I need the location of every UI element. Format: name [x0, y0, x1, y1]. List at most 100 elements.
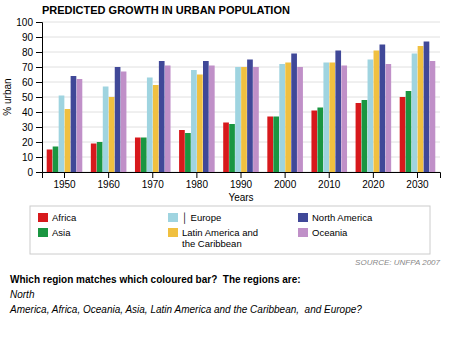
annotation: America, Africa, Oceania, Asia, Latin Am…: [9, 304, 362, 315]
axis-line: [43, 173, 441, 179]
legend-item: Oceania: [298, 227, 348, 238]
bar: [329, 63, 335, 173]
bar: [235, 67, 241, 172]
bar: [341, 66, 347, 173]
tick-label: 10: [22, 152, 34, 163]
tick-label: 1950: [53, 179, 76, 190]
legend-label: │ Europe: [182, 212, 221, 224]
bar: [59, 96, 65, 173]
bar: [147, 78, 153, 173]
tick-mark: [152, 172, 153, 178]
tick: 1970: [142, 172, 165, 190]
tick-mark: [417, 172, 418, 178]
annotation: Which region matches which coloured bar?…: [10, 274, 303, 285]
bar: [71, 76, 77, 172]
tick-label: 50: [22, 92, 34, 103]
tick-label: 2000: [274, 179, 297, 190]
grid: [42, 22, 440, 172]
tick: 70: [22, 62, 42, 73]
bar: [65, 109, 71, 172]
bar-series: [77, 61, 436, 172]
legend-box: [30, 206, 430, 254]
bar: [297, 67, 303, 172]
grid-line: [42, 37, 440, 38]
bar: [374, 51, 380, 173]
bar: [267, 117, 273, 173]
bar: [97, 142, 103, 172]
bar: [247, 60, 253, 173]
legend-label: Oceania: [312, 227, 348, 238]
bar: [53, 147, 59, 173]
bar: [203, 61, 209, 172]
legend-swatch: [298, 213, 308, 222]
bar: [159, 61, 165, 172]
y-axis: 0102030405060708090100: [16, 17, 42, 178]
bar: [424, 42, 430, 173]
tick-label: 2020: [362, 179, 385, 190]
bar: [291, 54, 297, 173]
bar: [406, 91, 412, 172]
tick: 1960: [98, 172, 121, 190]
bar: [241, 67, 247, 172]
tick: 30: [22, 122, 42, 133]
bar: [77, 79, 83, 172]
legend-item: Africa: [38, 212, 77, 223]
tick-label: 2010: [318, 179, 341, 190]
grid-line: [42, 22, 440, 23]
bar: [153, 85, 159, 172]
bar: [91, 144, 97, 173]
tick: 20: [22, 137, 42, 148]
legend-swatch: [168, 228, 178, 237]
tick-mark: [36, 97, 42, 98]
bar: [135, 138, 141, 173]
bar: [285, 63, 291, 173]
bar: [317, 108, 323, 173]
bar: [400, 97, 406, 172]
legend: AfricaAsia│ EuropeLatin America andthe C…: [30, 206, 430, 254]
tick: 1990: [230, 172, 253, 190]
legend-label: Asia: [52, 227, 71, 238]
legend-label: Africa: [52, 212, 77, 223]
tick-mark: [36, 127, 42, 128]
tick: 50: [22, 92, 42, 103]
bar-series: [59, 54, 418, 173]
bar: [273, 117, 279, 173]
tick-label: 60: [22, 77, 34, 88]
bar: [141, 138, 147, 173]
tick-mark: [329, 172, 330, 178]
bar-series: [47, 97, 406, 172]
bar: [103, 87, 109, 173]
tick-label: 2030: [406, 179, 429, 190]
bar: [185, 133, 191, 172]
tick-mark: [36, 142, 42, 143]
bar: [115, 67, 121, 172]
tick-mark: [36, 22, 42, 23]
bar-series: [71, 42, 430, 173]
bar: [385, 64, 391, 172]
bar: [121, 72, 127, 173]
tick-mark: [36, 112, 42, 113]
tick: 60: [22, 77, 42, 88]
tick-mark: [64, 172, 65, 178]
tick: 2030: [406, 172, 429, 190]
legend-label: North America: [312, 212, 373, 223]
tick-label: 40: [22, 107, 34, 118]
bar: [209, 66, 215, 173]
bar: [362, 100, 368, 172]
bar: [253, 67, 259, 172]
title: PREDICTED GROWTH IN URBAN POPULATION: [42, 4, 290, 16]
bar: [380, 45, 386, 173]
tick: 2000: [274, 172, 297, 190]
tick: 2010: [318, 172, 341, 190]
tick-mark: [36, 172, 42, 173]
tick-mark: [285, 172, 286, 178]
annotation: SOURCE: UNFPA 2007: [355, 258, 440, 267]
tick-mark: [373, 172, 374, 178]
legend-swatch: [298, 228, 308, 237]
legend-item: │ Europe: [168, 212, 221, 224]
tick-mark: [241, 172, 242, 178]
tick-label: 80: [22, 47, 34, 58]
tick: 10: [22, 152, 42, 163]
tick-mark: [36, 37, 42, 38]
tick-mark: [36, 82, 42, 83]
